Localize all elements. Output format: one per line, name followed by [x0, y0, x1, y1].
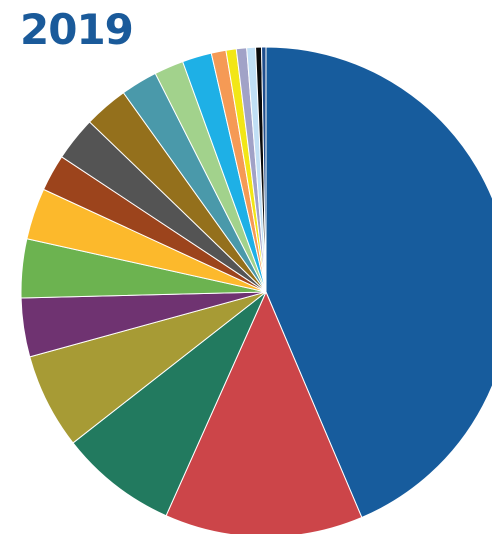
- pie-slices: [20, 46, 492, 534]
- pie-slice-3: [72, 291, 267, 517]
- pie-slice-2: [165, 290, 363, 534]
- pie-slice-19: [261, 46, 267, 293]
- pie-slice-1: [265, 46, 492, 519]
- chart-title: 2019: [20, 5, 134, 54]
